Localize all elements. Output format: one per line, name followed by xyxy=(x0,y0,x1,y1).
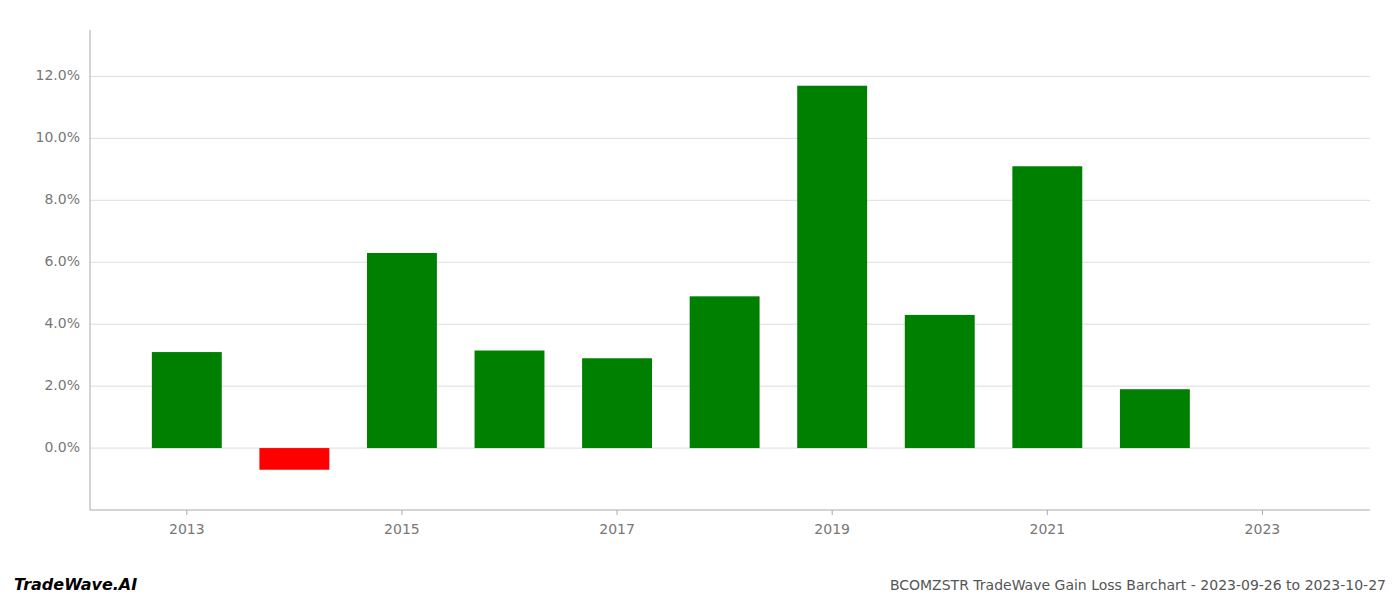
x-tick xyxy=(186,510,187,515)
grid-line xyxy=(90,138,1370,139)
x-axis-line xyxy=(90,510,1370,511)
bar xyxy=(259,448,329,470)
y-tick-label: 0.0% xyxy=(44,439,80,455)
x-axis: 2013 2015 2017 2019 2021 2023 xyxy=(169,510,1280,537)
y-axis: 0.0% 2.0% 4.0% 6.0% 8.0% 10.0% 12.0% xyxy=(36,67,80,455)
bar xyxy=(582,358,652,448)
x-tick-label: 2015 xyxy=(384,521,420,537)
bar xyxy=(797,86,867,448)
y-tick-label: 6.0% xyxy=(44,253,80,269)
bar xyxy=(475,351,545,449)
x-tick-label: 2013 xyxy=(169,521,205,537)
grid-line xyxy=(90,200,1370,201)
bar xyxy=(690,296,760,448)
bar xyxy=(905,315,975,448)
grid xyxy=(90,76,1370,448)
y-tick-label: 10.0% xyxy=(36,129,80,145)
y-axis-line xyxy=(90,30,91,510)
chart-container: 0.0%2.0%4.0%6.0%8.0%10.0%12.0%2013201520… xyxy=(0,0,1400,600)
bar xyxy=(367,253,437,448)
bar xyxy=(1012,166,1082,448)
y-tick-label: 12.0% xyxy=(36,67,80,83)
y-tick-label: 2.0% xyxy=(44,377,80,393)
x-tick xyxy=(401,510,402,515)
chart-svg: 0.0%2.0%4.0%6.0%8.0%10.0%12.0%2013201520… xyxy=(0,0,1400,600)
y-tick-label: 8.0% xyxy=(44,191,80,207)
x-tick xyxy=(1047,510,1048,515)
y-tick-label: 4.0% xyxy=(44,315,80,331)
x-tick xyxy=(832,510,833,515)
x-tick-label: 2021 xyxy=(1029,521,1065,537)
bar xyxy=(152,352,222,448)
x-tick xyxy=(1262,510,1263,515)
x-tick-label: 2023 xyxy=(1245,521,1281,537)
x-tick-label: 2017 xyxy=(599,521,635,537)
background xyxy=(0,0,1400,600)
bar xyxy=(1120,389,1190,448)
x-tick-label: 2019 xyxy=(814,521,850,537)
x-tick xyxy=(617,510,618,515)
footer-left: TradeWave.AI xyxy=(14,575,137,594)
grid-line xyxy=(90,76,1370,77)
bars xyxy=(152,86,1190,470)
grid-line xyxy=(90,262,1370,263)
footer-right: BCOMZSTR TradeWave Gain Loss Barchart - … xyxy=(890,577,1386,593)
